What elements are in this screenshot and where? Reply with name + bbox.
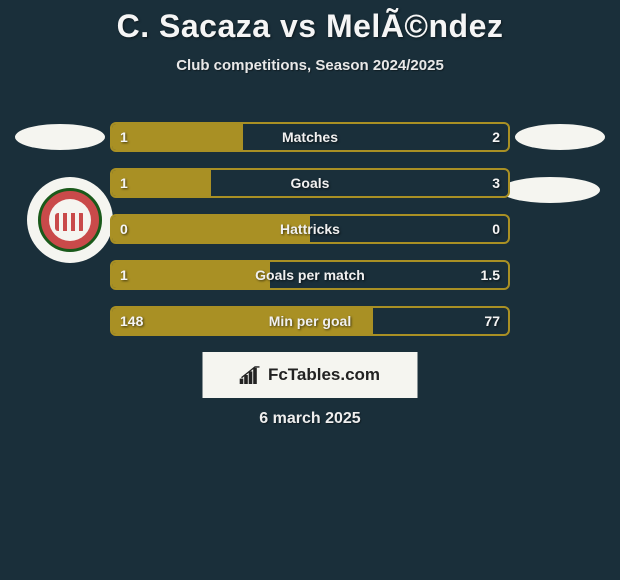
player-left-club-crest [27,177,113,263]
brand-bars-icon [240,366,262,384]
stat-label: Goals per match [112,262,508,288]
brand-badge: FcTables.com [203,352,418,398]
page-title: C. Sacaza vs MelÃ©ndez [0,0,620,45]
stat-row: 1Matches2 [110,122,510,152]
stats-comparison-chart: 1Matches2 1Goals3 0Hattricks0 1Goals per ma… [110,122,510,352]
stat-value-right: 77 [484,308,500,334]
player-right-flag-placeholder [515,124,605,150]
stat-row: 0Hattricks0 [110,214,510,244]
crest-icon [38,188,102,252]
player-right-club-placeholder [500,177,600,203]
stat-value-right: 0 [492,216,500,242]
stat-value-right: 2 [492,124,500,150]
stat-row: 148Min per goal77 [110,306,510,336]
stat-label: Hattricks [112,216,508,242]
stat-value-right: 1.5 [481,262,500,288]
page-subtitle: Club competitions, Season 2024/2025 [0,57,620,74]
stat-label: Goals [112,170,508,196]
stat-row: 1Goals3 [110,168,510,198]
player-left-flag-placeholder [15,124,105,150]
footer-date: 6 march 2025 [0,410,620,428]
stat-value-right: 3 [492,170,500,196]
stat-label: Matches [112,124,508,150]
stat-label: Min per goal [112,308,508,334]
stat-row: 1Goals per match1.5 [110,260,510,290]
brand-text: FcTables.com [268,365,380,385]
